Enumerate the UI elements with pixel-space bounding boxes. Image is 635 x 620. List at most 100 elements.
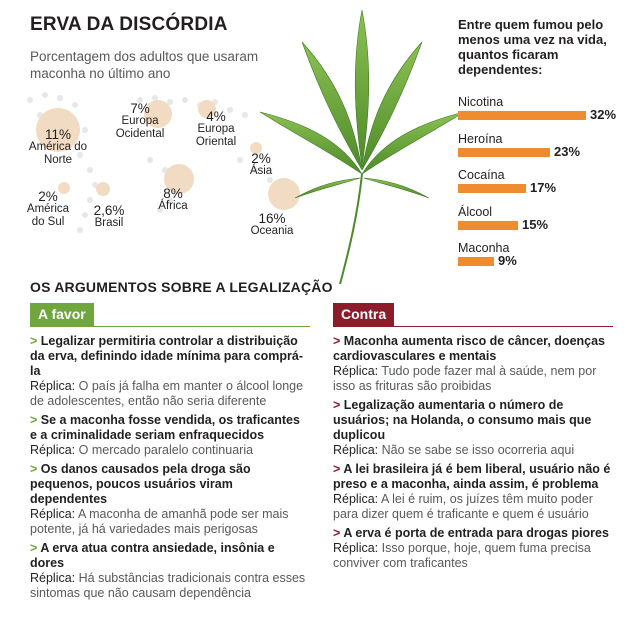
argument-reply: Réplica: A maconha de amanhã pode ser ma… [30,507,310,537]
region-pct: 7% [130,101,150,116]
bubble-oceania [268,178,300,210]
reply-text: Tudo pode fazer mal à saúde, nem por iss… [333,364,597,393]
dependence-value: 15% [522,216,549,232]
dependence-label: Heroína [458,131,503,146]
dependence-row: Maconha 9% [458,240,633,277]
argument-statement: > Os danos causados pela droga são peque… [30,462,310,507]
chevron-right-icon: > [333,398,341,412]
chevron-right-icon: > [30,541,38,555]
region-name: Ásia [249,165,273,177]
dependence-row: Cocaína 17% [458,167,633,204]
dependence-bar [458,184,526,193]
region-eastern-europe: 4% Europa Oriental [188,110,244,149]
dependence-row: Álcool 15% [458,204,633,241]
chevron-right-icon: > [333,526,341,540]
dependence-value: 9% [498,253,517,268]
argument-statement: > Se a maconha fosse vendida, os trafica… [30,413,310,443]
region-pct: 2% [38,189,58,204]
argument-text: Legalização aumentaria o número de usuár… [333,398,592,442]
reply-label: Réplica: [30,379,76,393]
region-pct: 11% [44,127,72,142]
argument-reply: Réplica: Tudo pode fazer mal à saúde, ne… [333,364,613,394]
bubble-africa [164,164,194,194]
argument-text: A erva é porta de entrada para drogas pi… [343,526,609,540]
argument-statement: > Maconha aumenta risco de câncer, doenç… [333,334,613,364]
reply-label: Réplica: [333,443,379,457]
dependence-row: Nicotina 32% [458,94,633,131]
dependence-value: 17% [530,180,557,195]
argument-text: A lei brasileira já é bem liberal, usuár… [333,462,611,491]
page-title: ERVA DA DISCÓRDIA [30,14,228,35]
region-western-europe: 7% Europa Ocidental [105,102,175,141]
chevron-right-icon: > [30,413,38,427]
contra-column: Contra > Maconha aumenta risco de câncer… [333,303,613,575]
dependence-label: Maconha [458,241,510,255]
region-name: Oceania [250,225,294,237]
reply-label: Réplica: [30,571,76,585]
dependence-row: Heroína 23% [458,131,633,168]
world-map [0,70,330,270]
region-name: Brasil [94,217,124,229]
reply-label: Réplica: [30,443,76,457]
dependence-value: 23% [554,143,581,159]
chevron-right-icon: > [30,462,38,476]
reply-text: A maconha de amanhã pode ser mais potent… [30,507,289,536]
region-oceania: 16% Oceania [244,212,300,238]
dependence-label: Álcool [458,204,493,219]
chevron-right-icon: > [333,334,341,348]
argument-reply: Réplica: Há substâncias tradicionais con… [30,571,310,601]
reply-text: O mercado paralelo continuaria [78,443,254,457]
reply-label: Réplica: [333,492,379,506]
bubble-asia [250,142,262,154]
favor-column: A favor > Legalizar permitiria controlar… [30,303,310,605]
region-asia: 2% Ásia [243,152,279,178]
region-pct: 2% [251,151,271,166]
region-north-america: 11% América do Norte [20,128,96,167]
argument-reply: Réplica: O país já falha em manter o álc… [30,379,310,409]
divider [30,326,310,327]
region-name: África [158,200,188,212]
region-africa: 8% África [148,187,198,213]
reply-text: Isso porque, hoje, quem fuma precisa con… [333,541,591,570]
reply-label: Réplica: [333,541,379,555]
argument-statement: > A lei brasileira já é bem liberal, usu… [333,462,613,492]
favor-argument: > Legalizar permitiria controlar a distr… [30,334,310,409]
argument-reply: Réplica: Não se sabe se isso ocorreria a… [333,443,613,458]
favor-tag: A favor [30,303,94,326]
bubble-eastern-europe [198,100,216,118]
dependence-bar [458,147,550,157]
argument-statement: > Legalização aumentaria o número de usu… [333,398,613,443]
divider [333,326,613,327]
dependence-label: Cocaína [458,168,505,182]
favor-argument: > Os danos causados pela droga são peque… [30,462,310,537]
reply-label: Réplica: [30,507,76,521]
dependence-bar [458,111,586,120]
dependence-title: Entre quem fumou pelo menos uma vez na v… [458,17,607,77]
chevron-right-icon: > [30,334,38,348]
region-brazil: 2,6% Brasil [86,204,132,230]
reply-text: Há substâncias tradicionais contra esses… [30,571,306,600]
argument-statement: > Legalizar permitiria controlar a distr… [30,334,310,379]
favor-argument: > Se a maconha fosse vendida, os trafica… [30,413,310,458]
argument-reply: Réplica: Isso porque, hoje, quem fuma pr… [333,541,613,571]
contra-argument: > Legalização aumentaria o número de usu… [333,398,613,458]
argument-statement: > A erva é porta de entrada para drogas … [333,526,613,541]
reply-text: A lei é ruim, os juízes têm muito poder … [333,492,593,521]
bubble-north-america [36,108,80,152]
contra-tag: Contra [333,303,395,326]
dependence-bar [458,220,518,230]
region-pct: 2,6% [93,203,125,218]
argument-text: Se a maconha fosse vendida, os traficant… [30,413,300,442]
reply-text: O país já falha em manter o álcool longe… [30,379,304,408]
bubble-south-america [58,182,70,194]
argument-reply: Réplica: O mercado paralelo continuaria [30,443,310,458]
bubble-western-europe [144,100,172,128]
reply-label: Réplica: [333,364,379,378]
argument-statement: > A erva atua contra ansiedade, insônia … [30,541,310,571]
argument-text: A erva atua contra ansiedade, insônia e … [30,541,275,570]
favor-argument: > A erva atua contra ansiedade, insônia … [30,541,310,601]
region-pct: 8% [163,186,183,201]
bubble-brazil [96,182,110,196]
region-name: América do Sul [26,203,70,228]
region-name: América do Norte [28,141,88,166]
